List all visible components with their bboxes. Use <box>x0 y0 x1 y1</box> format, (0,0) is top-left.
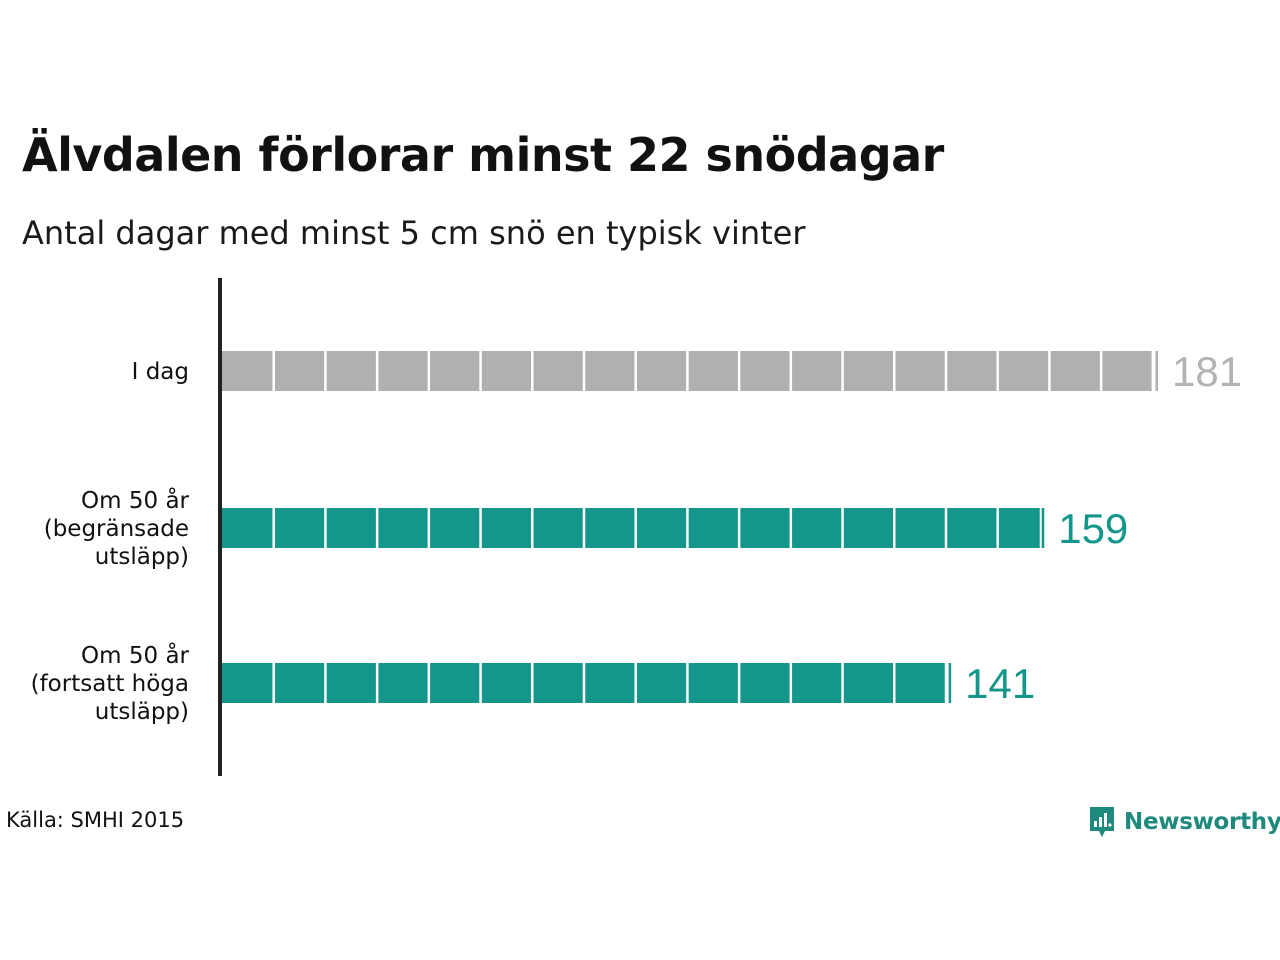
value-label-0: 181 <box>1172 348 1242 395</box>
category-label-2-2: utsläpp) <box>95 699 189 725</box>
source-note: Källa: SMHI 2015 <box>6 808 185 832</box>
brand-name: Newsworthy <box>1124 809 1280 835</box>
category-label-1-1: (begränsade <box>44 516 189 542</box>
chart-title: Älvdalen förlorar minst 22 snödagar <box>22 128 944 182</box>
category-label-1-0: Om 50 år <box>81 486 189 514</box>
bar-1 <box>222 508 1045 548</box>
newsworthy-logo-icon <box>1090 807 1114 837</box>
value-label-2: 141 <box>965 660 1035 707</box>
brand-logo: Newsworthy <box>1088 804 1280 840</box>
category-label-0-0: I dag <box>132 359 189 385</box>
chart-subtitle: Antal dagar med minst 5 cm snö en typisk… <box>22 214 806 252</box>
category-label-2-0: Om 50 år <box>81 641 189 669</box>
bar-0 <box>222 351 1158 391</box>
bar-2 <box>222 663 952 703</box>
category-label-2-1: (fortsatt höga <box>31 671 189 697</box>
value-label-1: 159 <box>1058 505 1128 552</box>
category-label-1-2: utsläpp) <box>95 544 189 570</box>
